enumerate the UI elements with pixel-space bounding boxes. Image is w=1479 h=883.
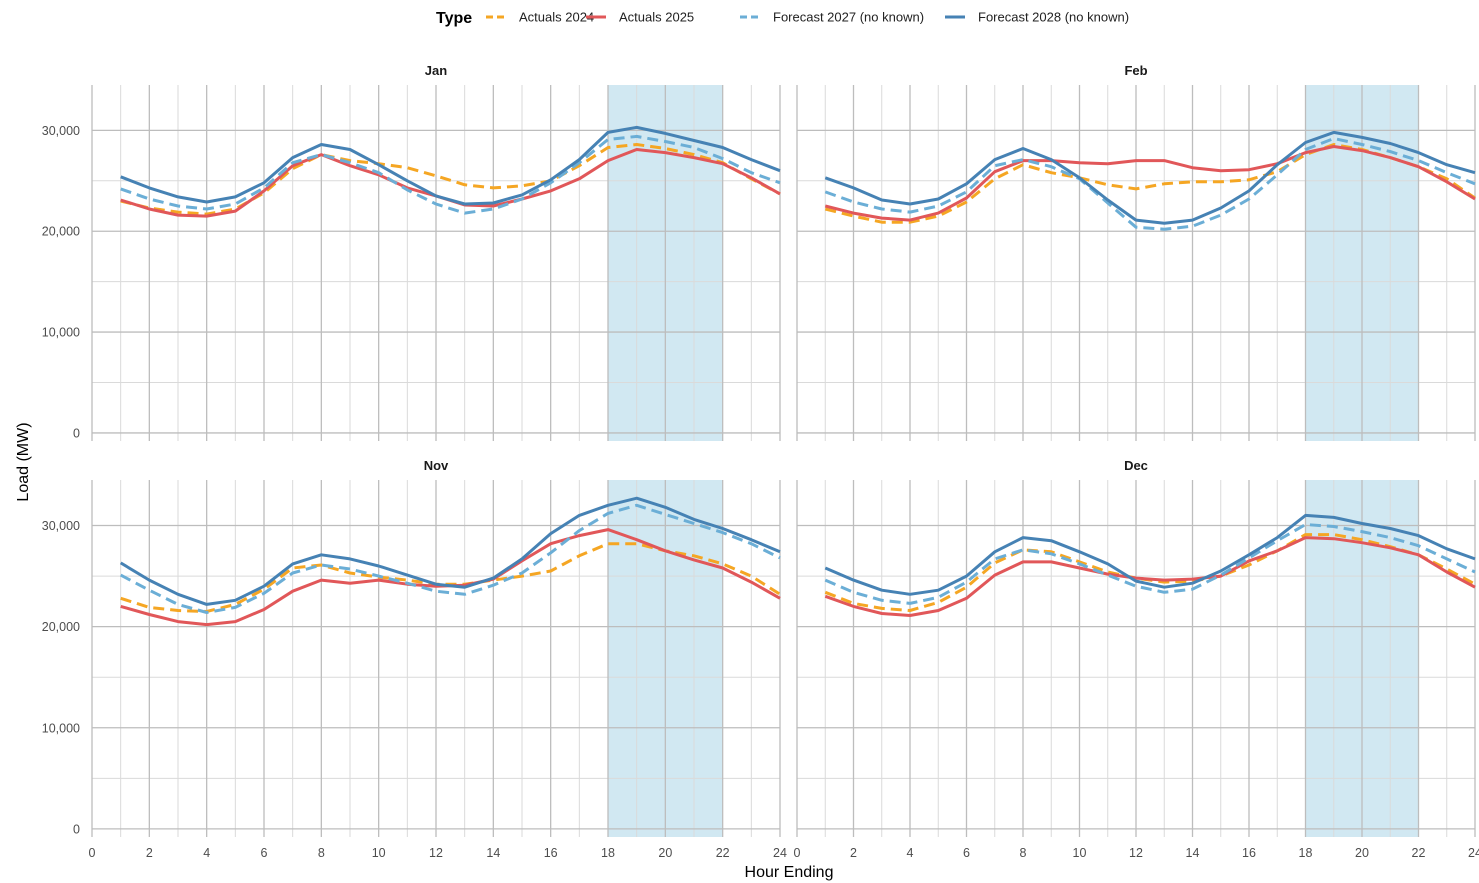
legend-label-forecast-2027-no-known: Forecast 2027 (no known) xyxy=(773,10,924,25)
panel-title: Nov xyxy=(424,458,449,473)
x-tick-label: 24 xyxy=(773,846,787,860)
legend: Type Actuals 2024 Actuals 2025 Forecast 20… xyxy=(436,10,1129,28)
y-tick-label: 20,000 xyxy=(42,620,80,634)
x-tick-label: 4 xyxy=(907,846,914,860)
x-tick-label: 16 xyxy=(544,846,558,860)
panel-title: Dec xyxy=(1124,458,1148,473)
series-line-actuals-2025 xyxy=(824,536,1476,617)
y-tick-label: 20,000 xyxy=(42,225,80,239)
series-line-forecast-2027-no-known xyxy=(824,137,1476,231)
x-tick-label: 14 xyxy=(486,846,500,860)
series-line-forecast-2027-no-known xyxy=(119,503,781,614)
x-tick-label: 12 xyxy=(1129,846,1143,860)
y-tick-label: 0 xyxy=(73,426,80,440)
legend-item-forecast-2027-no-known: Forecast 2027 (no known) xyxy=(740,10,924,25)
x-tick-label: 12 xyxy=(429,846,443,860)
x-tick-label: 16 xyxy=(1242,846,1256,860)
panel-feb: Feb xyxy=(796,63,1476,441)
legend-label-forecast-2028-no-known: Forecast 2028 (no known) xyxy=(978,10,1129,25)
legend-item-actuals-2025: Actuals 2025 xyxy=(586,10,694,25)
series-line-actuals-2024 xyxy=(120,143,781,216)
x-tick-label: 0 xyxy=(89,846,96,860)
x-tick-label: 14 xyxy=(1186,846,1200,860)
y-tick-label: 30,000 xyxy=(42,519,80,533)
y-tick-label: 10,000 xyxy=(42,326,80,340)
x-tick-label: 10 xyxy=(372,846,386,860)
x-tick-label: 24 xyxy=(1468,846,1479,860)
x-tick-label: 20 xyxy=(658,846,672,860)
x-tick-label: 18 xyxy=(1299,846,1313,860)
series-line-forecast-2028-no-known xyxy=(824,130,1476,225)
x-tick-label: 20 xyxy=(1355,846,1369,860)
y-tick-label: 30,000 xyxy=(42,124,80,138)
x-tick-label: 22 xyxy=(716,846,730,860)
series-line-forecast-2027-no-known xyxy=(120,134,781,215)
x-tick-label: 22 xyxy=(1412,846,1426,860)
x-tick-label: 6 xyxy=(963,846,970,860)
y-tick-label: 0 xyxy=(73,822,80,836)
legend-item-forecast-2028-no-known: Forecast 2028 (no known) xyxy=(945,10,1129,25)
panel-jan: Jan 0 10,000 20,000 30,000 xyxy=(42,63,781,441)
series-line-forecast-2028-no-known xyxy=(824,513,1476,596)
x-tick-label: 6 xyxy=(261,846,268,860)
legend-title: Type xyxy=(436,10,472,27)
y-axis-label: Load (MW) xyxy=(15,422,32,501)
y-tick-label: 10,000 xyxy=(42,721,80,735)
series-line-forecast-2028-no-known xyxy=(120,125,781,206)
x-tick-label: 10 xyxy=(1073,846,1087,860)
series-line-forecast-2028-no-known xyxy=(119,496,781,606)
series-line-actuals-2025 xyxy=(824,145,1476,222)
legend-label-actuals-2025: Actuals 2025 xyxy=(619,10,694,25)
panel-title: Feb xyxy=(1124,63,1147,78)
panel-title: Jan xyxy=(425,63,447,78)
x-tick-label: 18 xyxy=(601,846,615,860)
x-tick-label: 2 xyxy=(850,846,857,860)
legend-label-actuals-2024: Actuals 2024 xyxy=(519,10,594,25)
x-tick-label: 2 xyxy=(146,846,153,860)
x-axis-label: Hour Ending xyxy=(745,864,834,881)
series-line-forecast-2027-no-known xyxy=(824,523,1476,605)
x-tick-label: 8 xyxy=(318,846,325,860)
legend-item-actuals-2024: Actuals 2024 xyxy=(486,10,594,25)
x-tick-label: 8 xyxy=(1020,846,1027,860)
x-tick-label: 0 xyxy=(794,846,801,860)
x-tick-label: 4 xyxy=(203,846,210,860)
